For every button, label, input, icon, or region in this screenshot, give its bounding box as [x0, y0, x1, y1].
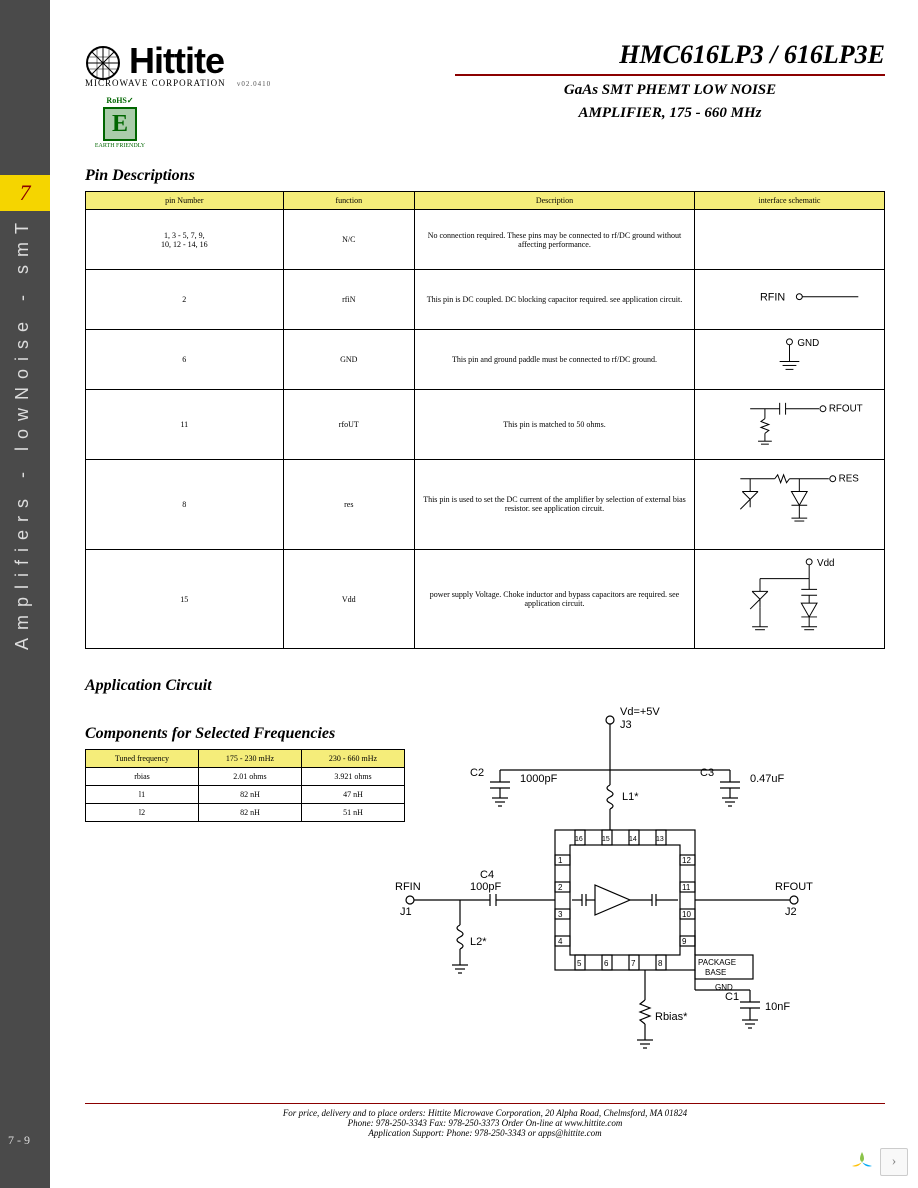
hittite-icon [85, 45, 129, 81]
svg-text:3: 3 [558, 910, 563, 919]
svg-text:1000pF: 1000pF [520, 773, 558, 785]
table-header: function [283, 192, 414, 210]
svg-text:C2: C2 [470, 767, 484, 779]
table-row: 15Vddpower supply Voltage. Choke inducto… [86, 549, 885, 649]
schematic-cell: RES [695, 460, 885, 550]
schematic-cell: RFIN [695, 270, 885, 330]
schematic-cell [695, 210, 885, 270]
svg-text:13: 13 [656, 836, 664, 843]
svg-text:C4: C4 [480, 869, 494, 881]
sidebar: 7 Amplifiers - lowNoise - smT 7 - 9 [0, 0, 50, 1188]
svg-text:RFOUT: RFOUT [775, 881, 813, 893]
rohs-badge: RoHS✓ E EARTH FRIENDLY [85, 96, 155, 149]
svg-text:Rbias*: Rbias* [655, 1011, 688, 1023]
company-tagline: MICROWAVE CORPORATION v02.0410 [85, 78, 345, 88]
svg-text:14: 14 [629, 836, 637, 843]
svg-text:16: 16 [575, 836, 583, 843]
svg-text:0.47uF: 0.47uF [750, 773, 785, 785]
sidebar-category: Amplifiers - lowNoise - smT [12, 215, 33, 650]
svg-text:J3: J3 [620, 719, 632, 731]
svg-text:RFIN: RFIN [760, 291, 785, 303]
table-row: l282 nH51 nH [86, 804, 405, 822]
part-number: HMC616LP3 / 616LP3E [455, 40, 885, 70]
table-row: 2rfiNThis pin is DC coupled. DC blocking… [86, 270, 885, 330]
footer-line2: Phone: 978-250-3343 Fax: 978-250-3373 Or… [85, 1118, 885, 1128]
table-header: Tuned frequency [86, 750, 199, 768]
section-title-pins: Pin Descriptions [85, 167, 885, 185]
table-row: 11rfoUTThis pin is matched to 50 ohms.RF… [86, 390, 885, 460]
section-tab: 7 [0, 175, 50, 211]
table-header: interface schematic [695, 192, 885, 210]
svg-text:10nF: 10nF [765, 1001, 790, 1013]
svg-text:L2*: L2* [470, 936, 487, 948]
svg-text:2: 2 [558, 883, 563, 892]
title-block: HMC616LP3 / 616LP3E GaAs SMT PHEMT LOW N… [455, 40, 885, 122]
svg-text:J1: J1 [400, 906, 412, 918]
part-desc-2: AMPLIFIER, 175 - 660 MHz [455, 105, 885, 122]
svg-text:RFOUT: RFOUT [829, 404, 863, 415]
header-row: Hittite MICROWAVE CORPORATION v02.0410 R… [85, 40, 885, 149]
pin-descriptions-table: pin NumberfunctionDescriptioninterface s… [85, 191, 885, 649]
table-header: 175 - 230 mHz [198, 750, 301, 768]
svg-text:100pF: 100pF [470, 881, 501, 893]
section-title-app: Application Circuit [85, 677, 885, 695]
svg-text:15: 15 [602, 836, 610, 843]
svg-text:C1: C1 [725, 991, 739, 1003]
table-row: l182 nH47 nH [86, 786, 405, 804]
svg-text:9: 9 [682, 937, 687, 946]
frequency-components-table: Tuned frequency175 - 230 mHz230 - 660 mH… [85, 749, 405, 822]
table-header: pin Number [86, 192, 284, 210]
svg-text:J2: J2 [785, 906, 797, 918]
svg-text:GND: GND [797, 338, 819, 349]
table-header: Description [415, 192, 695, 210]
svg-text:7: 7 [631, 959, 636, 968]
schematic-cell: GND [695, 330, 885, 390]
part-desc-1: GaAs SMT PHEMT LOW NOISE [455, 82, 885, 99]
svg-text:L1*: L1* [622, 791, 639, 803]
svg-text:1: 1 [558, 856, 563, 865]
svg-text:Vd=+5V: Vd=+5V [620, 706, 660, 718]
footer-line3: Application Support: Phone: 978-250-3343… [85, 1128, 885, 1138]
svg-text:PACKAGE: PACKAGE [698, 958, 736, 967]
table-row: 6GNDThis pin and ground paddle must be c… [86, 330, 885, 390]
svg-text:10: 10 [682, 910, 691, 919]
nav-corner: › [848, 1148, 908, 1176]
footer: For price, delivery and to place orders:… [85, 1103, 885, 1138]
svg-text:RFIN: RFIN [395, 881, 421, 893]
schematic-cell: Vdd [695, 549, 885, 649]
svg-text:RES: RES [839, 474, 860, 485]
svg-text:C3: C3 [700, 767, 714, 779]
footer-line1: For price, delivery and to place orders:… [85, 1108, 885, 1118]
table-row: 1, 3 - 5, 7, 9, 10, 12 - 14, 16N/CNo con… [86, 210, 885, 270]
viewer-logo-icon [848, 1148, 876, 1176]
schematic-cell: RFOUT [695, 390, 885, 460]
svg-text:6: 6 [604, 959, 609, 968]
logo-block: Hittite MICROWAVE CORPORATION v02.0410 R… [85, 40, 345, 149]
application-circuit-diagram: Vd=+5V J3 C2 1000pF C3 0.47uF L1* 1234 5… [370, 700, 840, 1100]
page-number: 7 - 9 [8, 1133, 30, 1148]
table-row: rbias2.01 ohms3.921 ohms [86, 768, 405, 786]
svg-text:12: 12 [682, 856, 691, 865]
earth-icon: E [103, 107, 137, 141]
svg-text:5: 5 [577, 959, 582, 968]
svg-text:8: 8 [658, 959, 663, 968]
svg-text:Vdd: Vdd [817, 558, 835, 569]
table-row: 8resThis pin is used to set the DC curre… [86, 460, 885, 550]
title-rule [455, 74, 885, 76]
svg-text:GND: GND [715, 983, 733, 992]
next-page-button[interactable]: › [880, 1148, 908, 1176]
svg-text:11: 11 [682, 883, 691, 892]
company-logo: Hittite [85, 40, 345, 82]
svg-text:BASE: BASE [705, 968, 726, 977]
svg-text:4: 4 [558, 937, 563, 946]
